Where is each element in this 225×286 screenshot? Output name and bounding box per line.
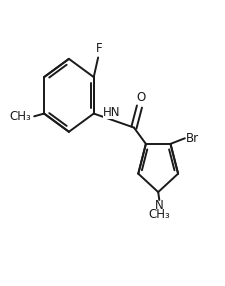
Text: O: O bbox=[135, 91, 144, 104]
Text: CH₃: CH₃ bbox=[148, 208, 169, 221]
Text: N: N bbox=[154, 199, 163, 212]
Text: CH₃: CH₃ bbox=[9, 110, 31, 123]
Text: HN: HN bbox=[102, 106, 120, 119]
Text: F: F bbox=[95, 42, 102, 55]
Text: Br: Br bbox=[185, 132, 198, 145]
